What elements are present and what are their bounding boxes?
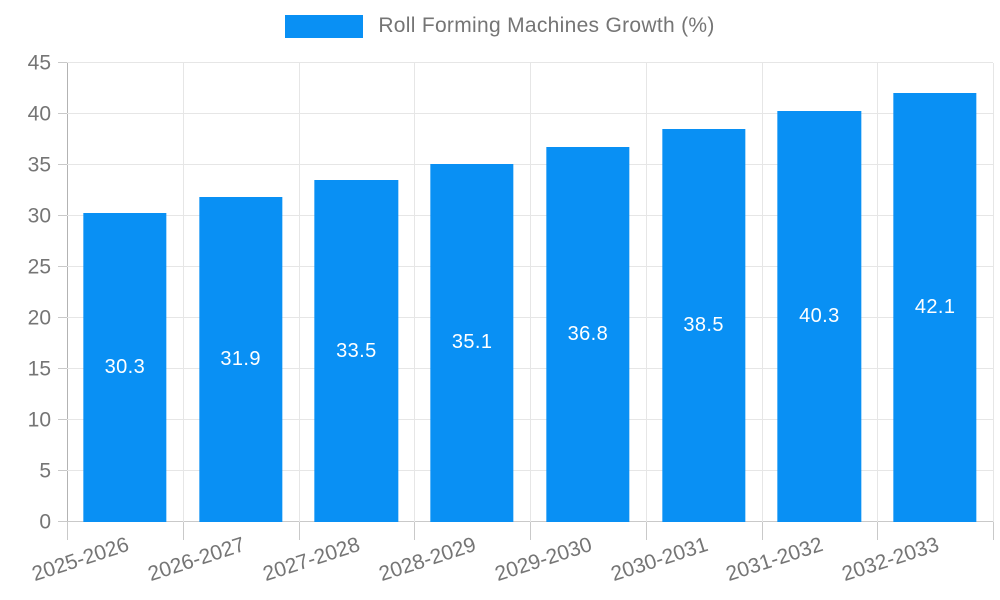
plot-area: 0 5 10 15 20 25 30 35 40 45 30.3 2025-2026 31.9 2026-…	[28, 53, 994, 586]
x-tick-mark	[298, 522, 300, 540]
y-tick-label: 45	[27, 51, 51, 75]
legend-swatch	[285, 14, 364, 38]
v-gridline	[761, 63, 763, 522]
y-tick-mark	[58, 62, 67, 63]
x-axis-label: 2025-2026	[29, 533, 132, 586]
v-gridline	[298, 63, 300, 522]
bar-value-label: 42.1	[914, 295, 956, 318]
y-tick-mark	[58, 521, 67, 522]
x-axis-label: 2030-2031	[607, 533, 711, 586]
y-tick-mark	[58, 419, 67, 420]
v-gridline	[414, 63, 416, 522]
bar-value-label: 40.3	[799, 304, 840, 327]
h-gridline	[67, 62, 993, 63]
x-axis-label: 2026-2027	[144, 533, 248, 586]
y-tick-label: 20	[27, 306, 51, 330]
legend-label: Roll Forming Machines Growth (%)	[378, 14, 715, 37]
y-tick-label: 35	[27, 153, 51, 177]
y-tick-mark	[58, 113, 67, 114]
bar-value-label: 35.1	[451, 331, 493, 354]
y-tick-label: 30	[27, 204, 51, 228]
bar-2027-2028: 33.5	[314, 180, 399, 522]
bar-value-label: 30.3	[104, 355, 146, 378]
y-tick-mark	[58, 215, 67, 217]
y-tick-label: 25	[27, 255, 51, 279]
y-tick-label: 15	[27, 357, 51, 381]
x-axis-label: 2029-2030	[492, 533, 595, 586]
y-tick-mark	[58, 317, 67, 318]
bar-2028-2029: 35.1	[430, 163, 514, 522]
x-tick-mark	[877, 522, 879, 540]
bar-value-label: 33.5	[336, 339, 377, 362]
y-tick-mark	[58, 164, 67, 165]
x-tick-mark	[67, 522, 68, 540]
bar-2031-2032: 40.3	[777, 110, 862, 522]
x-tick-mark	[414, 522, 416, 540]
v-gridline	[182, 63, 184, 522]
v-gridline	[877, 63, 879, 522]
v-gridline	[645, 63, 647, 522]
bar-2026-2027: 31.9	[198, 196, 283, 522]
x-tick-mark	[530, 522, 531, 540]
y-tick-label: 10	[27, 408, 51, 432]
bar-2029-2030: 36.8	[546, 146, 630, 522]
y-tick-label: 40	[27, 102, 51, 126]
x-tick-mark	[645, 522, 647, 540]
bar-2032-2033: 42.1	[893, 92, 977, 522]
bar-2030-2031: 38.5	[661, 129, 746, 522]
y-tick-mark	[58, 368, 67, 370]
y-tick-label: 0	[39, 510, 51, 534]
x-axis-label: 2031-2032	[723, 533, 827, 586]
x-tick-mark	[182, 522, 184, 540]
x-axis-label: 2027-2028	[260, 533, 364, 586]
y-axis-line	[67, 63, 68, 522]
y-tick-mark	[58, 266, 67, 267]
v-gridline	[530, 63, 531, 522]
x-tick-mark	[761, 522, 763, 540]
chart-legend: Roll Forming Machines Growth (%)	[0, 14, 1000, 38]
y-tick-mark	[58, 470, 67, 471]
bar-value-label: 36.8	[567, 322, 609, 345]
x-axis-label: 2032-2033	[839, 533, 942, 586]
y-tick-label: 5	[39, 459, 51, 483]
v-gridline	[993, 63, 994, 522]
bar-2025-2026: 30.3	[83, 212, 167, 522]
bar-value-label: 31.9	[220, 347, 261, 370]
bar-value-label: 38.5	[683, 314, 724, 337]
x-axis-label: 2028-2029	[376, 533, 479, 586]
x-tick-mark	[993, 522, 994, 540]
